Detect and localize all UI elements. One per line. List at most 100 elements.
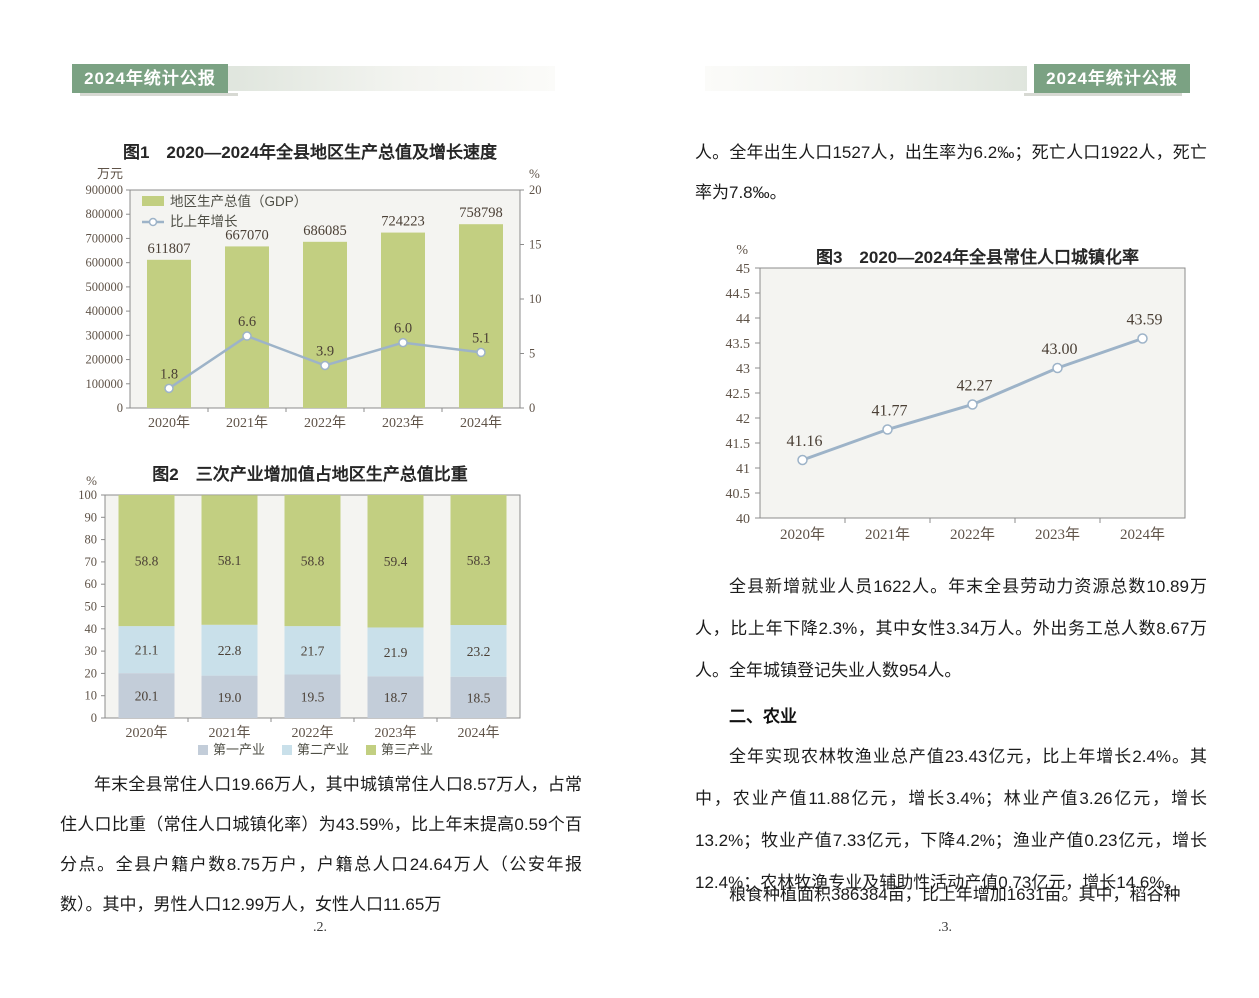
urbanization-point [967, 399, 978, 410]
fig1-right-axis-unit: % [529, 166, 540, 181]
growth-label: 3.9 [316, 343, 334, 359]
fig2-x-label: 2020年 [126, 725, 168, 741]
paragraph-employment: 全县新增就业人员1622人。年末全县劳动力资源总数10.89万人，比上年下降2.… [695, 577, 1207, 680]
fig1-left-tick: 800000 [86, 207, 124, 221]
fig2-legend-label: 第一产业 [213, 742, 265, 757]
fig2-y-tick: 60 [85, 577, 98, 591]
fig3-y-tick: 44 [736, 312, 750, 327]
fig2-x-label: 2021年 [209, 725, 251, 741]
industry-segment-label: 18.5 [467, 690, 491, 705]
industry-segment-label: 58.8 [135, 554, 159, 569]
header-shadow-right [1024, 93, 1182, 96]
urbanization-label: 43.00 [1042, 341, 1078, 358]
fig1-x-label: 2022年 [304, 415, 346, 431]
fig3-x-label: 2024年 [1120, 526, 1165, 543]
urbanization-label: 41.16 [787, 433, 823, 450]
industry-segment-label: 19.5 [301, 689, 325, 704]
industry-segment [367, 495, 424, 628]
gdp-bar [147, 259, 191, 408]
growth-point [320, 360, 330, 371]
fig2-y-tick: 100 [78, 488, 97, 502]
fig3-x-label: 2021年 [865, 526, 910, 543]
fig1-right-tick: 0 [529, 401, 535, 415]
industry-segment [284, 495, 341, 627]
fig3-x-label: 2023年 [1035, 526, 1080, 543]
industry-segment [118, 673, 175, 718]
header-shadow-left [80, 93, 238, 96]
header-rule-left [225, 66, 555, 91]
fig3-y-tick: 40.5 [726, 487, 751, 502]
gdp-bar [381, 232, 425, 408]
urbanization-point [1052, 362, 1063, 374]
urbanization-point [882, 424, 893, 435]
header-title-right: 2024年统计公报 [1034, 64, 1190, 93]
paragraph-grain: 粮食种植面积386384亩，比上年增加1631亩。其中，稻谷种 [729, 885, 1181, 904]
fig2-legend-swatch [198, 745, 208, 755]
fig1-right-tick: 15 [529, 238, 542, 252]
growth-label: 6.0 [394, 321, 412, 337]
fig3-y-tick: 41.5 [726, 437, 751, 452]
fig1-right-tick: 20 [529, 183, 542, 197]
fig3-x-label: 2022年 [950, 526, 995, 543]
fig2-y-tick: 70 [85, 555, 98, 569]
gdp-bar-label: 724223 [381, 214, 425, 230]
fig1-legend-marker [148, 217, 158, 227]
fig1-title: 图1 2020—2024年全县地区生产总值及增长速度 [122, 143, 498, 162]
urbanization-point [1137, 333, 1148, 344]
industry-segment-label: 59.4 [384, 554, 408, 569]
fig1-left-tick: 400000 [86, 304, 124, 318]
paragraph-birth-death: 人。全年出生人口1527人，出生率为6.2‰；死亡人口1922人，死亡率为7.8… [695, 143, 1207, 202]
fig1-left-tick: 100000 [86, 377, 124, 391]
industry-segment [201, 495, 258, 625]
paragraph-agriculture: 全年实现农林牧渔业总产值23.43亿元，比上年增长2.4%。其中，农业产值11.… [695, 747, 1207, 892]
industry-segment [450, 625, 507, 677]
industry-segment-label: 21.1 [135, 643, 159, 658]
industry-segment-label: 22.8 [218, 643, 242, 658]
header-title-left: 2024年统计公报 [72, 64, 228, 93]
fig1-left-tick: 600000 [86, 256, 124, 270]
fig2-legend-swatch [366, 745, 376, 755]
fig1-x-label: 2024年 [460, 415, 502, 431]
industry-segment-label: 20.1 [135, 689, 159, 704]
fig1-x-label: 2021年 [226, 415, 268, 431]
urbanization-label: 43.59 [1127, 312, 1163, 329]
fig2-y-tick: 0 [91, 711, 97, 725]
fig2-legend-swatch [282, 745, 292, 755]
industry-segment [367, 627, 424, 677]
fig3-y-tick: 40 [736, 512, 750, 527]
gdp-bar [225, 246, 269, 408]
fig3-axis-unit: % [736, 243, 748, 258]
growth-label: 6.6 [238, 314, 256, 330]
industry-segment [201, 624, 258, 676]
fig3-title: 图3 2020—2024年全县常住人口城镇化率 [815, 248, 1140, 267]
fig3-y-tick: 44.5 [726, 287, 751, 302]
fig1-legend-gdp: 地区生产总值（GDP） [170, 194, 307, 209]
fig2-y-tick: 20 [85, 666, 98, 680]
gdp-bar-label: 686085 [303, 223, 347, 239]
urbanization-label: 42.27 [957, 378, 993, 395]
growth-label: 5.1 [472, 330, 490, 346]
gdp-bar-label: 667070 [225, 227, 269, 243]
fig2-y-tick: 40 [85, 622, 98, 636]
industry-segment [201, 675, 258, 718]
page-number-2: .2. [313, 920, 327, 935]
fig1-left-tick: 500000 [86, 280, 124, 294]
page-number-3: .3. [938, 920, 952, 935]
industry-segment [284, 674, 341, 718]
fig2-legend-label: 第三产业 [381, 742, 433, 757]
fig1-gdp-chart: 900000 800000 700000 600000 500000 400000 3000… [86, 166, 542, 431]
industry-segment-label: 58.8 [301, 554, 325, 569]
industry-segment-label: 21.7 [301, 643, 325, 658]
fig1-left-tick: 300000 [86, 328, 124, 342]
fig1-x-label: 2023年 [382, 415, 424, 431]
industry-segment [450, 676, 507, 718]
industry-segment [118, 626, 175, 674]
fig2-y-tick: 10 [85, 689, 98, 703]
fig2-x-label: 2023年 [375, 725, 417, 741]
fig1-left-tick: 900000 [86, 183, 124, 197]
industry-segment-label: 21.9 [384, 645, 408, 660]
urbanization-label: 41.77 [872, 403, 908, 420]
fig3-plot-area [759, 267, 1186, 519]
fig3-y-tick: 42 [736, 412, 750, 427]
fig3-y-tick: 42.5 [726, 387, 751, 402]
